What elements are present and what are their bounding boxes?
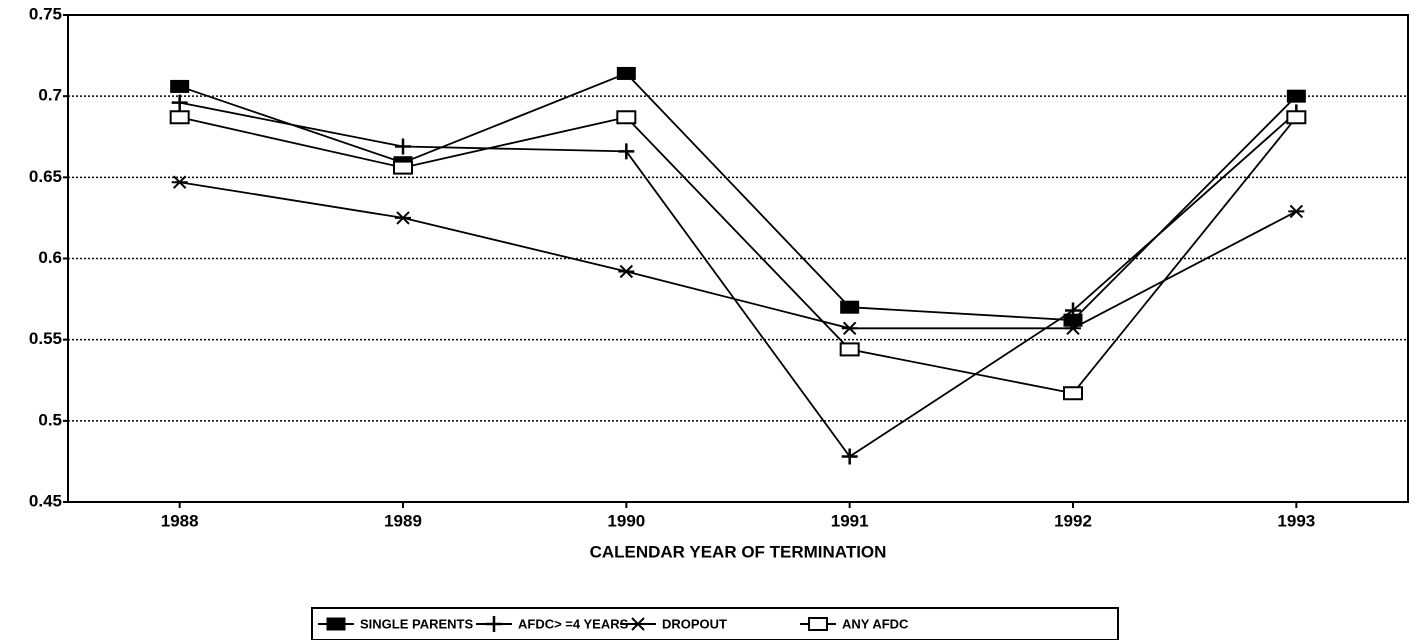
y-tick-label: 0.45 xyxy=(29,491,62,510)
marker-shape xyxy=(618,143,635,160)
marker-shape xyxy=(170,79,190,93)
marker xyxy=(841,321,858,336)
marker-shape xyxy=(1288,204,1305,219)
x-axis-label: CALENDAR YEAR OF TERMINATION xyxy=(590,542,887,561)
marker-shape xyxy=(393,160,413,175)
x-tick-label: 1991 xyxy=(831,511,869,530)
marker xyxy=(171,175,188,189)
y-tick-label: 0.7 xyxy=(38,86,62,105)
plot-frame xyxy=(67,14,1409,503)
series-line xyxy=(179,181,1297,330)
x-tick-label: 1993 xyxy=(1277,511,1315,530)
marker-shape xyxy=(839,342,860,357)
y-tick-label: 0.65 xyxy=(29,167,62,186)
series-line xyxy=(179,116,1298,395)
marker-shape xyxy=(618,264,635,279)
series-line xyxy=(179,101,1297,458)
marker xyxy=(1286,110,1307,125)
marker-shape xyxy=(395,211,411,225)
marker xyxy=(616,110,637,125)
marker xyxy=(169,110,190,125)
x-tick-label: 1990 xyxy=(607,511,645,530)
marker xyxy=(808,617,828,631)
marker xyxy=(840,300,860,314)
legend-label: AFDC> =4 YEARS xyxy=(518,616,629,631)
marker-shape xyxy=(326,617,346,631)
marker-shape xyxy=(616,66,636,80)
marker-shape xyxy=(169,110,190,125)
series-line xyxy=(179,72,1297,322)
marker-shape xyxy=(616,110,637,125)
y-tick-label: 0.5 xyxy=(38,410,62,429)
marker-shape xyxy=(1286,110,1307,125)
marker xyxy=(1286,89,1306,103)
marker xyxy=(395,138,411,155)
y-tick-label: 0.55 xyxy=(29,329,62,348)
x-tick-label: 1989 xyxy=(384,511,422,530)
marker xyxy=(616,66,636,80)
x-tick-label: 1992 xyxy=(1054,511,1092,530)
marker xyxy=(170,79,190,93)
marker xyxy=(630,617,646,631)
marker xyxy=(1063,386,1083,401)
marker xyxy=(486,616,502,632)
marker-shape xyxy=(808,617,828,631)
marker-shape xyxy=(1286,89,1306,103)
legend-label: ANY AFDC xyxy=(842,616,909,631)
marker-shape xyxy=(171,175,188,189)
marker xyxy=(393,160,413,175)
marker xyxy=(841,448,858,465)
marker-shape xyxy=(840,300,860,314)
marker-shape xyxy=(841,321,858,336)
marker xyxy=(618,264,635,279)
marker-shape xyxy=(1065,302,1081,319)
y-tick-label: 0.75 xyxy=(29,4,62,23)
marker xyxy=(839,342,860,357)
marker-shape xyxy=(1063,386,1083,401)
marker xyxy=(171,94,188,111)
marker xyxy=(326,617,346,631)
marker-shape xyxy=(841,448,858,465)
legend-label: SINGLE PARENTS xyxy=(360,616,473,631)
marker xyxy=(1065,302,1081,319)
marker xyxy=(395,211,411,225)
marker-shape xyxy=(1065,321,1081,336)
marker xyxy=(1065,321,1081,336)
x-tick-label: 1988 xyxy=(161,511,199,530)
marker xyxy=(618,143,635,160)
legend-label: DROPOUT xyxy=(662,616,727,631)
marker-shape xyxy=(486,616,502,632)
y-tick-label: 0.6 xyxy=(38,248,62,267)
legend-box xyxy=(311,607,1119,640)
marker-shape xyxy=(630,617,646,631)
marker xyxy=(1288,204,1305,219)
marker-shape xyxy=(395,138,411,155)
marker-shape xyxy=(171,94,188,111)
